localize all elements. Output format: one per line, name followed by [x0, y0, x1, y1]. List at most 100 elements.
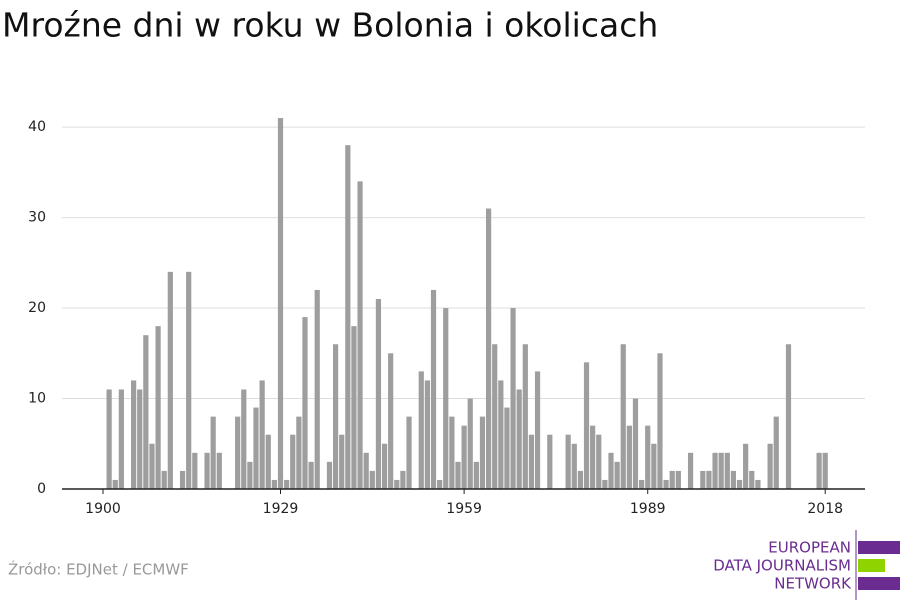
bar — [290, 434, 296, 489]
bar — [749, 470, 755, 489]
bar — [253, 407, 259, 489]
bar — [271, 479, 277, 489]
bar — [424, 380, 430, 489]
bar — [736, 479, 743, 489]
bar — [614, 461, 620, 489]
bar — [547, 434, 553, 489]
logo-text: EUROPEAN — [768, 539, 851, 557]
bar — [388, 353, 394, 489]
bar — [204, 452, 210, 489]
bar — [375, 299, 382, 489]
bar — [394, 479, 400, 489]
bar — [155, 326, 161, 489]
bar — [816, 452, 822, 489]
bar — [510, 308, 516, 489]
bar — [657, 353, 663, 489]
bar — [437, 479, 443, 489]
x-tick-label: 2018 — [807, 501, 843, 517]
bar — [241, 389, 247, 489]
bar — [186, 271, 192, 489]
bar — [351, 326, 357, 489]
bar — [326, 461, 333, 489]
bar — [498, 380, 504, 489]
y-tick-label: 40 — [28, 119, 46, 135]
bar — [724, 452, 730, 489]
bar — [767, 443, 773, 489]
bar — [730, 470, 737, 489]
bar — [743, 443, 749, 489]
bar — [675, 470, 681, 489]
bar — [479, 416, 486, 489]
bar — [590, 425, 596, 489]
bar — [308, 461, 314, 489]
bar — [602, 479, 608, 489]
bar — [143, 335, 149, 489]
bar — [516, 389, 522, 489]
bar — [247, 461, 253, 489]
bar — [645, 425, 651, 489]
bar — [149, 443, 155, 489]
x-tick-label: 1989 — [630, 501, 666, 517]
bar — [284, 479, 290, 489]
bar — [626, 425, 632, 489]
bar — [712, 452, 718, 489]
bar — [235, 416, 241, 489]
bar — [700, 470, 706, 489]
bar — [314, 289, 320, 489]
bar — [381, 443, 388, 489]
bar — [406, 416, 412, 489]
bar — [473, 461, 479, 489]
bar — [669, 470, 675, 489]
bar — [302, 317, 308, 489]
bar — [755, 479, 761, 489]
bar — [504, 407, 510, 489]
bar — [363, 452, 369, 489]
chart-title: Mroźne dni w roku w Bolonia i okolicach — [2, 6, 658, 45]
bar — [528, 434, 535, 489]
bar — [706, 470, 712, 489]
bar — [663, 479, 669, 489]
bar — [192, 452, 198, 489]
bar — [773, 416, 779, 489]
y-tick-label: 10 — [28, 391, 46, 407]
bar — [430, 289, 437, 489]
bar — [785, 344, 792, 489]
bar — [822, 452, 828, 489]
y-tick-label: 0 — [37, 481, 46, 497]
bar — [357, 181, 363, 489]
bar — [443, 308, 449, 489]
bar — [277, 118, 284, 490]
bar — [639, 479, 645, 489]
bar — [492, 344, 498, 489]
bar — [369, 470, 375, 489]
bar — [718, 452, 724, 489]
bar — [131, 380, 137, 489]
bar — [583, 362, 590, 489]
logo-text: DATA JOURNALISM — [713, 557, 851, 575]
bar — [216, 452, 222, 489]
bar — [467, 398, 473, 489]
bar — [179, 470, 186, 489]
bar — [577, 470, 584, 489]
bar — [112, 479, 118, 489]
bar — [210, 416, 216, 489]
logo-bar — [858, 541, 900, 554]
bar — [455, 461, 461, 489]
bar — [265, 434, 271, 489]
x-tick-label: 1929 — [263, 501, 299, 517]
source: Źródło: EDJNet / ECMWF — [8, 560, 189, 579]
bar — [167, 271, 173, 489]
logo-bar — [858, 559, 885, 572]
bar — [339, 434, 345, 489]
logo-text: NETWORK — [774, 575, 852, 593]
bar — [259, 380, 265, 489]
bar — [687, 452, 694, 489]
y-tick-label: 30 — [28, 210, 46, 226]
bar — [345, 145, 351, 489]
x-tick-label: 1959 — [446, 501, 482, 517]
bar — [449, 416, 455, 489]
bar — [565, 434, 571, 489]
bar — [608, 452, 614, 489]
bar — [137, 389, 143, 489]
